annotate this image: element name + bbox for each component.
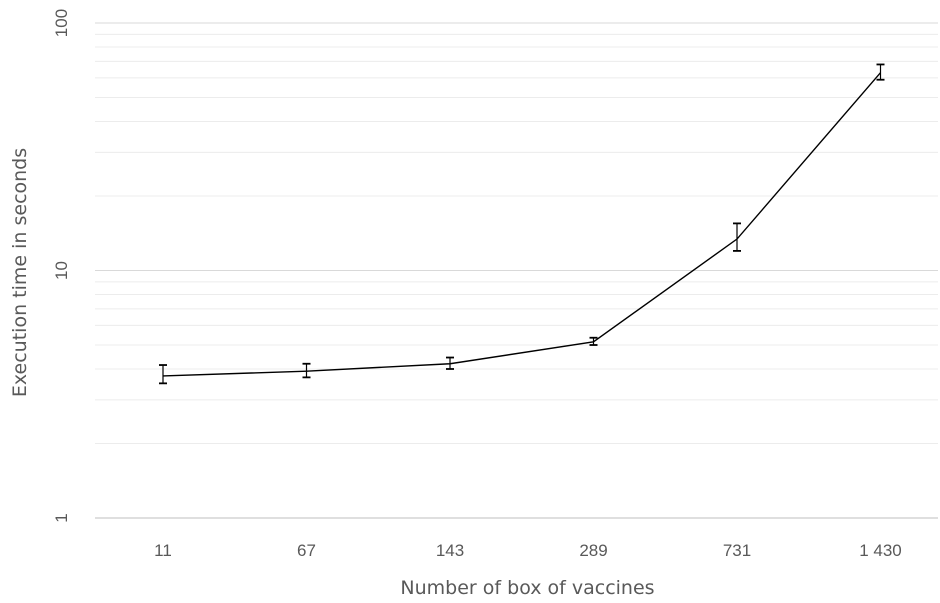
- error-bar: [589, 336, 598, 346]
- x-tick-label: 1 430: [859, 541, 902, 560]
- x-axis-label: Number of box of vaccines: [400, 577, 654, 599]
- x-axis-ticks: 11 67 143 289 731 1 430: [154, 541, 902, 560]
- error-bar: [446, 356, 454, 370]
- series: [159, 63, 885, 385]
- x-tick-label: 11: [154, 541, 172, 560]
- y-axis-label: Execution time in seconds: [9, 148, 31, 397]
- grid: [95, 22, 938, 444]
- error-bar: [876, 63, 885, 81]
- x-tick-label: 289: [579, 541, 607, 560]
- y-axis-ticks: 1 10 100: [52, 9, 71, 523]
- error-bar: [302, 362, 311, 379]
- x-tick-label: 143: [436, 541, 464, 560]
- error-bar: [733, 222, 741, 252]
- y-tick-label: 10: [52, 261, 71, 280]
- y-tick-label: 1: [52, 513, 71, 522]
- x-tick-label: 731: [723, 541, 751, 560]
- error-bar: [159, 364, 167, 385]
- y-tick-label: 100: [52, 9, 71, 37]
- x-tick-label: 67: [297, 541, 316, 560]
- series-line: [162, 72, 882, 377]
